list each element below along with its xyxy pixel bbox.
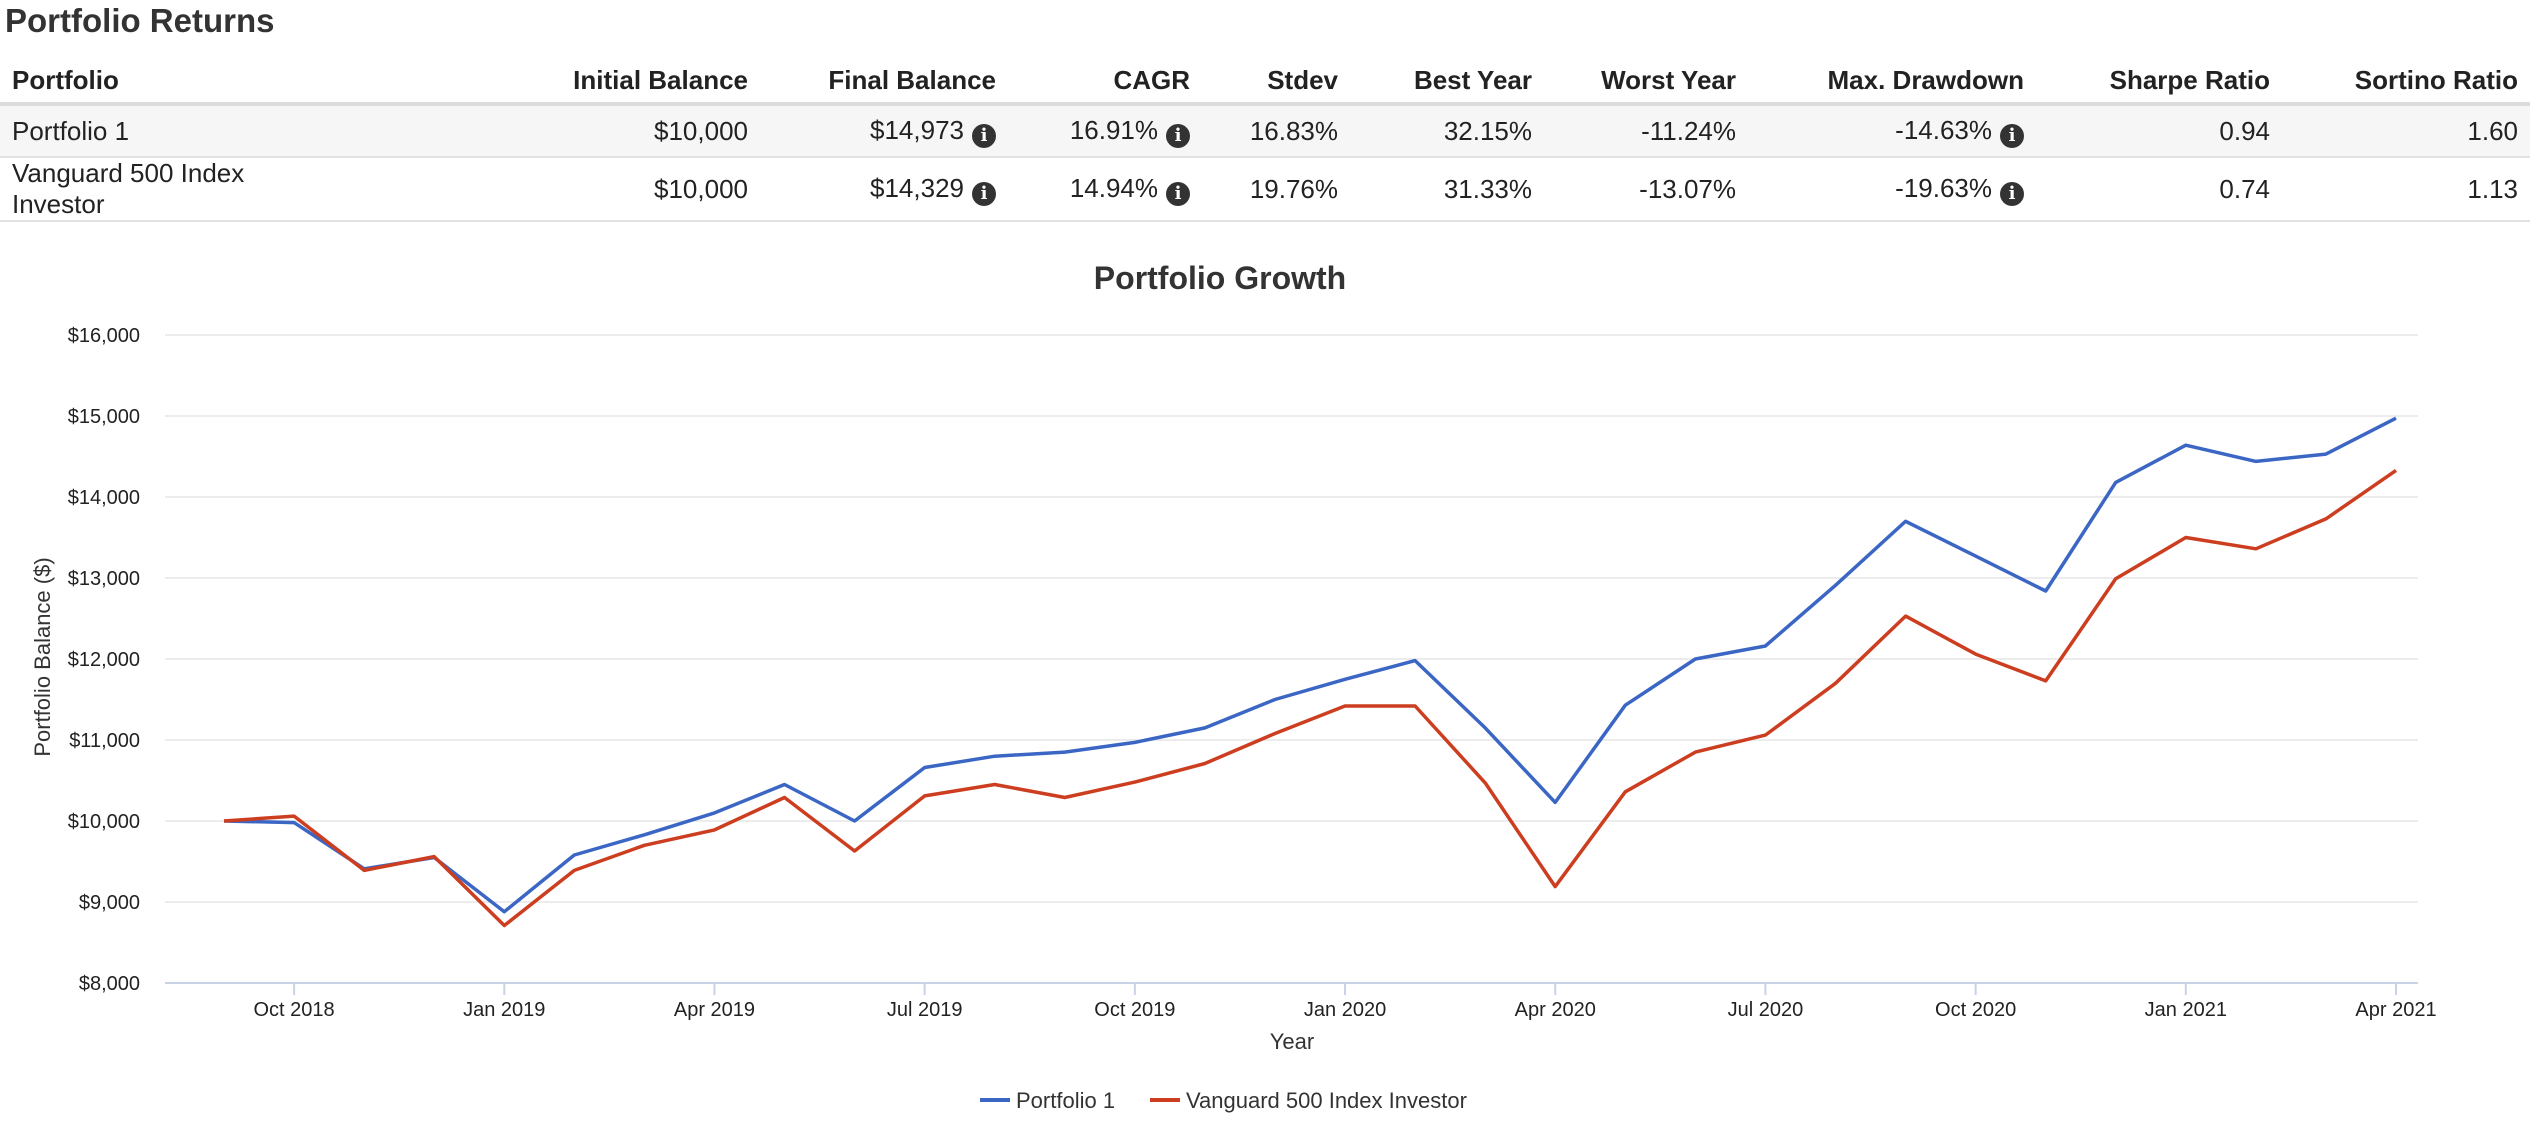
x-tick-label: Apr 2020 — [1515, 999, 1596, 1021]
table-row: Portfolio 1 $10,000 $14,973 i 16.91% i 16.83% 3… — [0, 104, 2530, 158]
portfolio-returns-table: Portfolio Initial Balance Final Balance … — [0, 58, 2530, 222]
y-tick-label: $15,000 — [68, 406, 140, 428]
y-tick-label: $14,000 — [68, 487, 140, 509]
column-header-sharpe-ratio: Sharpe Ratio — [2036, 58, 2282, 106]
x-axis-label: Year — [1270, 1029, 1314, 1054]
cell-value: 1.13 — [2467, 173, 2518, 204]
column-header-final-balance: Final Balance — [760, 58, 1008, 106]
series-lines — [223, 416, 2397, 928]
cell-value: 0.74 — [2219, 173, 2270, 204]
cell-initial-balance: $10,000 — [324, 157, 760, 222]
column-header-cagr: CAGR — [1008, 58, 1202, 106]
series-line-portfolio-1 — [223, 416, 2397, 914]
cell-final-balance: $14,329 i — [760, 157, 1008, 222]
cell-value: 32.15% — [1443, 115, 1532, 146]
legend-item[interactable]: Vanguard 500 Index Investor — [1150, 1088, 1467, 1113]
cell-value: 16.91% — [1069, 114, 1158, 145]
y-tick-label: $12,000 — [68, 649, 140, 671]
legend-item[interactable]: Portfolio 1 — [980, 1088, 1115, 1113]
cell-value: -11.24% — [1641, 115, 1736, 146]
column-header-max-drawdown: Max. Drawdown — [1748, 58, 2036, 106]
info-circle-icon[interactable]: i — [972, 181, 996, 206]
cell-sharpe-ratio: 0.74 — [2036, 157, 2282, 222]
cell-value: -14.63% — [1895, 114, 1992, 145]
cell-stdev: 19.76% — [1202, 157, 1350, 222]
cell-max-drawdown: -14.63% i — [1748, 104, 2036, 158]
cell-worst-year: -13.07% — [1544, 157, 1748, 222]
cell-cagr: 16.91% i — [1008, 104, 1202, 158]
info-circle-icon[interactable]: i — [2000, 181, 2024, 206]
cell-value: -19.63% — [1895, 172, 1992, 203]
x-tick-label: Apr 2019 — [674, 999, 755, 1021]
y-tick-label: $13,000 — [68, 568, 140, 590]
cell-value: 16.83% — [1249, 115, 1338, 146]
x-tick-label: Jul 2019 — [887, 999, 963, 1021]
legend-label: Vanguard 500 Index Investor — [1186, 1088, 1467, 1113]
page-title: Portfolio Returns — [5, 2, 275, 39]
cell-cagr: 14.94% i — [1008, 157, 1202, 222]
cell-best-year: 32.15% — [1350, 104, 1544, 158]
cell-value: Vanguard 500 Index Investor — [12, 158, 245, 219]
info-circle-icon[interactable]: i — [1166, 181, 1190, 206]
chart-legend[interactable]: Portfolio 1 Vanguard 500 Index Investor — [980, 1088, 1467, 1113]
y-axis-ticks: $8,000 $9,000 $10,000 $11,000 $12,000 $13,000… — [68, 325, 140, 995]
info-circle-icon[interactable]: i — [2000, 123, 2024, 148]
column-header-initial-balance: Initial Balance — [324, 58, 760, 106]
y-axis-label: Portfolio Balance ($) — [30, 557, 55, 756]
y-tick-label: $8,000 — [79, 973, 140, 995]
portfolio-growth-chart: Portfolio Growth $8,000 $9,000 $10,000 $11,… — [30, 260, 2437, 1113]
y-tick-label: $16,000 — [68, 325, 140, 347]
info-circle-icon[interactable]: i — [1166, 123, 1190, 148]
cell-initial-balance: $10,000 — [324, 104, 760, 158]
column-header-best-year: Best Year — [1350, 58, 1544, 106]
y-tick-label: $10,000 — [68, 811, 140, 833]
cell-value: 0.94 — [2219, 115, 2270, 146]
cell-value: -13.07% — [1639, 173, 1736, 204]
cell-best-year: 31.33% — [1350, 157, 1544, 222]
table-row: Vanguard 500 Index Investor $10,000 $14,32… — [0, 157, 2530, 222]
y-tick-label: $11,000 — [69, 730, 140, 752]
cell-value: 14.94% — [1069, 172, 1158, 203]
cell-value: 31.33% — [1443, 173, 1532, 204]
cell-sharpe-ratio: 0.94 — [2036, 104, 2282, 158]
x-tick-label: Jul 2020 — [1728, 999, 1804, 1021]
cell-stdev: 16.83% — [1202, 104, 1350, 158]
chart-title: Portfolio Growth — [1094, 260, 1346, 296]
column-header-stdev: Stdev — [1202, 58, 1350, 106]
cell-value: 19.76% — [1249, 173, 1338, 204]
cell-portfolio: Portfolio 1 — [0, 104, 324, 158]
cell-value: $14,329 — [870, 172, 964, 203]
y-tick-label: $9,000 — [79, 892, 140, 914]
cell-sortino-ratio: 1.60 — [2282, 104, 2530, 158]
legend-label: Portfolio 1 — [1016, 1088, 1115, 1113]
x-tick-label: Jan 2020 — [1304, 999, 1386, 1021]
x-tick-label: Apr 2021 — [2355, 999, 2436, 1021]
x-axis-ticks: Oct 2018 Jan 2019 Apr 2019 Jul 2019 Oct 2019… — [254, 983, 2437, 1021]
chart-gridlines — [165, 334, 2418, 984]
cell-final-balance: $14,973 i — [760, 104, 1008, 158]
cell-value: $14,973 — [870, 114, 964, 145]
x-tick-label: Oct 2018 — [254, 999, 335, 1021]
x-tick-label: Jan 2019 — [463, 999, 545, 1021]
cell-value: $10,000 — [654, 173, 748, 204]
x-tick-label: Oct 2020 — [1935, 999, 2016, 1021]
cell-portfolio: Vanguard 500 Index Investor — [0, 157, 324, 222]
cell-sortino-ratio: 1.13 — [2282, 157, 2530, 222]
column-header-portfolio: Portfolio — [0, 58, 324, 106]
cell-worst-year: -11.24% — [1544, 104, 1748, 158]
cell-value: $10,000 — [654, 115, 748, 146]
info-circle-icon[interactable]: i — [972, 123, 996, 148]
x-tick-label: Oct 2019 — [1094, 999, 1175, 1021]
cell-value: 1.60 — [2467, 115, 2518, 146]
table-header-row: Portfolio Initial Balance Final Balance … — [0, 58, 2530, 106]
series-line-vanguard-500 — [223, 468, 2397, 928]
x-tick-label: Jan 2021 — [2145, 999, 2227, 1021]
cell-max-drawdown: -19.63% i — [1748, 157, 2036, 222]
column-header-worst-year: Worst Year — [1544, 58, 1748, 106]
cell-value: Portfolio 1 — [12, 115, 130, 146]
column-header-sortino-ratio: Sortino Ratio — [2282, 58, 2530, 106]
